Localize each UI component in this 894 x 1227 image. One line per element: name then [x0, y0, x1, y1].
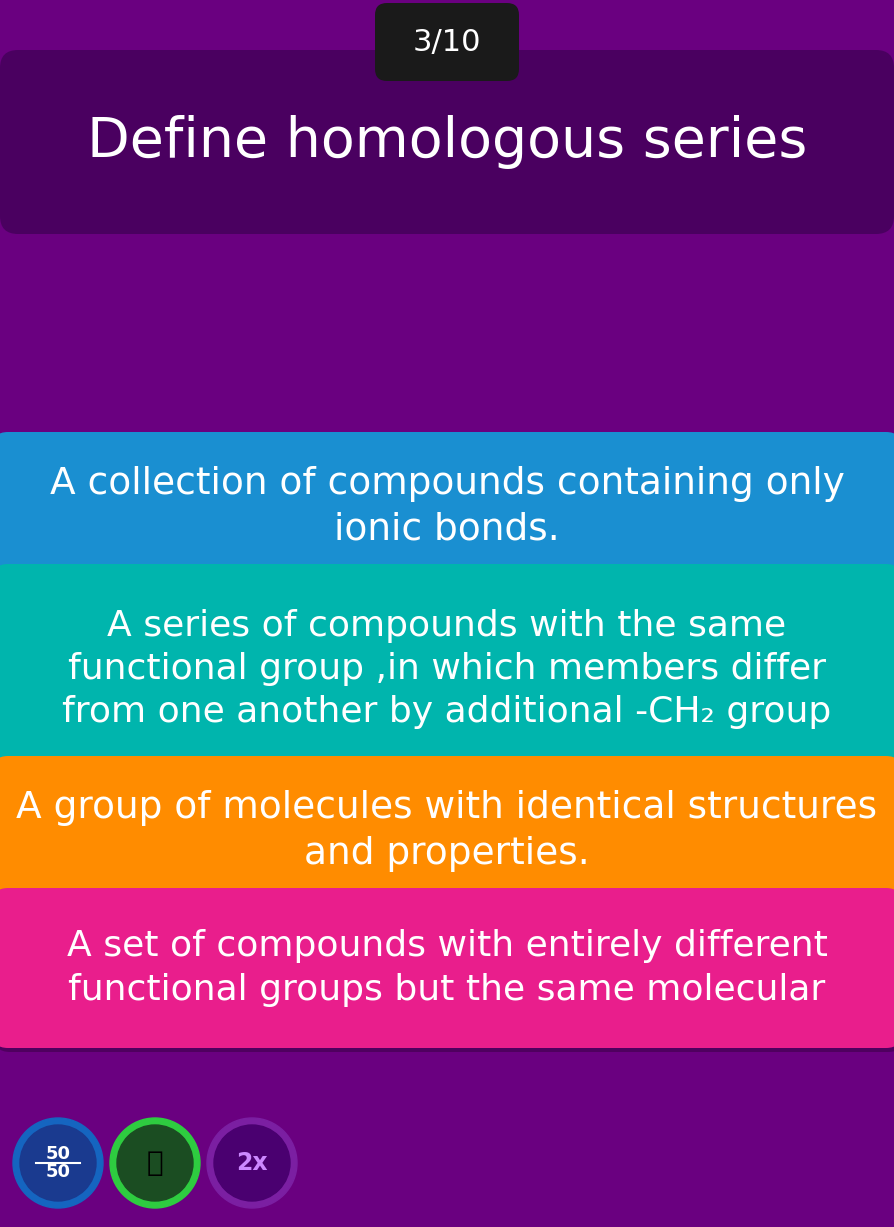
- Text: 50: 50: [46, 1163, 71, 1182]
- Text: 50: 50: [46, 1145, 71, 1163]
- FancyBboxPatch shape: [0, 892, 894, 1052]
- Text: 2x: 2x: [236, 1151, 268, 1175]
- Circle shape: [117, 1125, 193, 1201]
- FancyBboxPatch shape: [0, 432, 894, 582]
- FancyBboxPatch shape: [0, 436, 894, 587]
- FancyBboxPatch shape: [375, 2, 519, 81]
- Circle shape: [20, 1125, 96, 1201]
- Text: Define homologous series: Define homologous series: [87, 115, 807, 169]
- Circle shape: [13, 1118, 103, 1209]
- Text: A set of compounds with entirely different
functional groups but the same molecu: A set of compounds with entirely differe…: [66, 929, 828, 1006]
- Text: A collection of compounds containing only
ionic bonds.: A collection of compounds containing onl…: [49, 466, 845, 548]
- Text: A group of molecules with identical structures
and properties.: A group of molecules with identical stru…: [16, 790, 878, 872]
- Circle shape: [207, 1118, 297, 1209]
- FancyBboxPatch shape: [0, 564, 894, 774]
- Circle shape: [214, 1125, 290, 1201]
- FancyBboxPatch shape: [0, 50, 894, 234]
- Text: 🎭: 🎭: [147, 1148, 164, 1177]
- FancyBboxPatch shape: [0, 888, 894, 1048]
- FancyBboxPatch shape: [0, 756, 894, 906]
- Circle shape: [110, 1118, 200, 1209]
- Text: A series of compounds with the same
functional group ,in which members differ
fr: A series of compounds with the same func…: [63, 609, 831, 729]
- FancyBboxPatch shape: [0, 568, 894, 778]
- FancyBboxPatch shape: [0, 760, 894, 910]
- Text: 3/10: 3/10: [413, 27, 481, 56]
